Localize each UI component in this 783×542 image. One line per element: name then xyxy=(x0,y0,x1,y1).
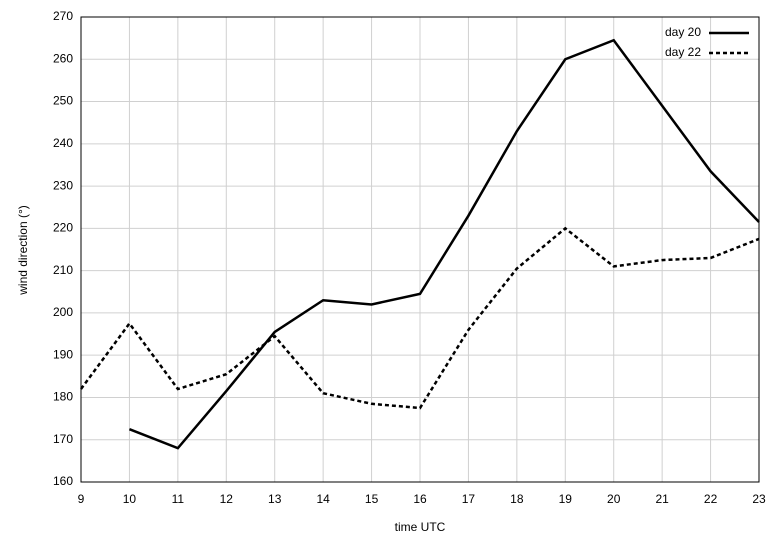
legend-label: day 22 xyxy=(665,45,701,59)
x-tick-label: 15 xyxy=(365,492,379,506)
x-tick-label: 9 xyxy=(78,492,85,506)
y-tick-label: 220 xyxy=(53,221,73,235)
x-tick-label: 11 xyxy=(172,492,185,506)
y-tick-label: 170 xyxy=(53,432,73,446)
x-tick-label: 22 xyxy=(704,492,718,506)
y-tick-label: 230 xyxy=(53,178,73,192)
y-tick-label: 240 xyxy=(53,136,73,150)
x-tick-label: 21 xyxy=(655,492,669,506)
y-tick-label: 250 xyxy=(53,94,73,108)
x-tick-label: 14 xyxy=(316,492,330,506)
y-tick-label: 210 xyxy=(53,263,73,277)
y-tick-label: 260 xyxy=(53,51,73,65)
data-line xyxy=(128,38,760,450)
x-tick-label: 12 xyxy=(220,492,234,506)
y-tick-label: 200 xyxy=(53,305,73,319)
x-tick-label: 17 xyxy=(462,492,476,506)
x-tick-label: 10 xyxy=(123,492,137,506)
plot-frame xyxy=(80,16,760,483)
y-tick-label: 180 xyxy=(53,390,73,404)
y-tick-label: 190 xyxy=(53,347,73,361)
legend-label: day 20 xyxy=(665,25,701,39)
x-axis-label: time UTC xyxy=(395,520,446,534)
x-tick-label: 18 xyxy=(510,492,524,506)
x-tick-label: 16 xyxy=(413,492,427,506)
x-tick-label: 23 xyxy=(752,492,766,506)
data-line xyxy=(79,226,760,410)
x-tick-label: 20 xyxy=(607,492,621,506)
y-axis-label: wind direction (°) xyxy=(16,205,30,296)
x-tick-label: 19 xyxy=(559,492,573,506)
y-tick-label: 160 xyxy=(53,474,73,488)
y-tick-label: 270 xyxy=(53,9,73,23)
x-tick-label: 13 xyxy=(268,492,282,506)
